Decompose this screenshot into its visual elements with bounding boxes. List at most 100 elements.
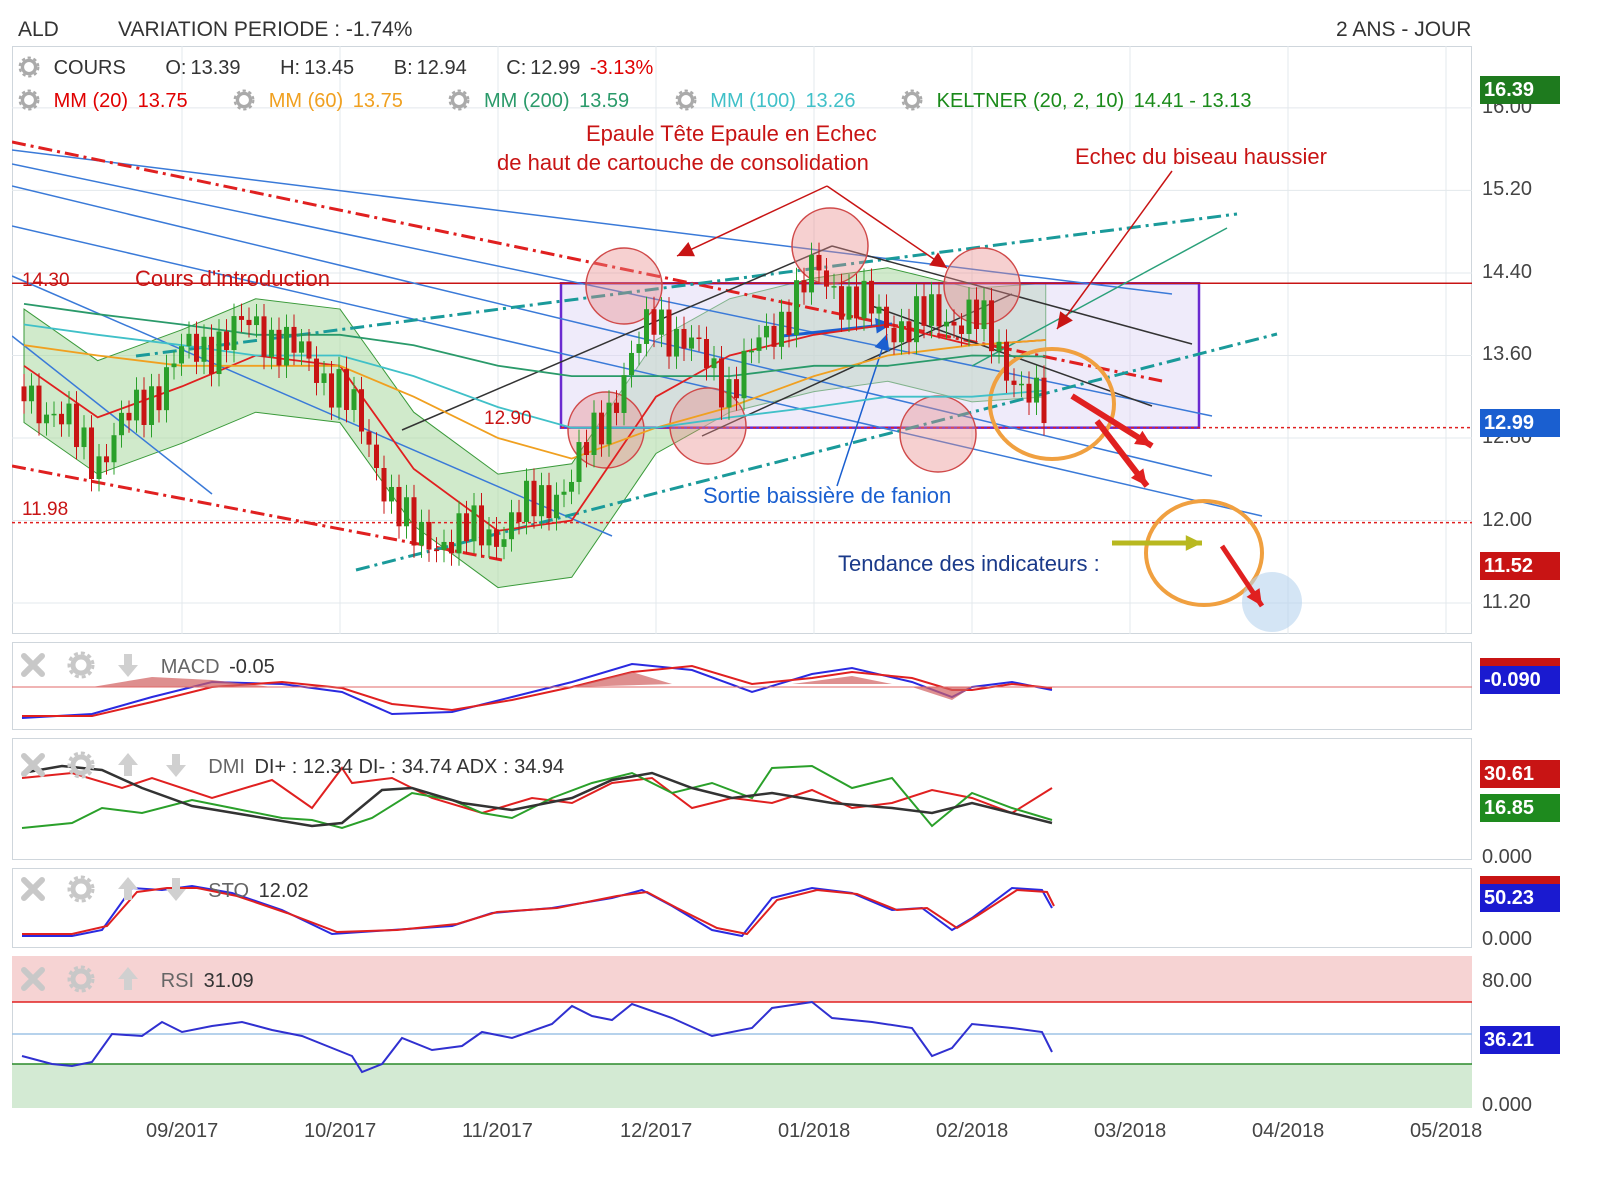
candle-body [539, 485, 544, 517]
arrow-down-icon[interactable] [113, 650, 143, 680]
candle-body [449, 541, 454, 554]
arrow-down-icon[interactable] [161, 750, 191, 780]
mm60-value: 13.75 [352, 90, 403, 112]
candle-body [869, 280, 874, 314]
candle-body [179, 346, 184, 364]
candle-body [479, 505, 484, 546]
gear-icon[interactable] [66, 874, 96, 904]
candle-body [194, 333, 199, 362]
candle-body [906, 321, 912, 343]
candle-body [141, 389, 147, 425]
candle-body [156, 386, 162, 411]
rsi-tag: 36.21 [1480, 1026, 1560, 1054]
biseau-annotation: Echec du biseau haussier [1075, 144, 1327, 169]
candle-body [621, 375, 627, 413]
candle-body [951, 321, 957, 326]
period-selector[interactable]: 2 ANS - JOUR [1336, 18, 1472, 41]
close-icon[interactable] [18, 874, 48, 904]
gear-icon[interactable] [448, 89, 470, 111]
candle-body [546, 485, 552, 519]
candle-body [434, 549, 439, 552]
close-icon[interactable] [18, 650, 48, 680]
breakdown-circle [988, 347, 1116, 461]
legend-indicators: MM (20) 13.75 MM (60) 13.75 MM (200) 13.… [18, 89, 1256, 113]
candle-body [126, 412, 132, 421]
candle-body [786, 311, 792, 336]
candle-body [606, 402, 612, 445]
dmi-tick: 0.000 [1482, 846, 1533, 868]
candle-body [216, 331, 222, 375]
candle-body [426, 521, 432, 550]
rsi-label: RSI [160, 970, 195, 992]
candle-body [719, 358, 724, 408]
trend-line [12, 149, 1173, 295]
down-arrow-head [1130, 468, 1147, 486]
close-icon[interactable] [18, 964, 48, 994]
arrow-down-icon[interactable] [161, 874, 191, 904]
candle-body [561, 491, 567, 495]
candle-body [1011, 380, 1017, 385]
candle-body [261, 316, 267, 357]
candle-body [299, 341, 304, 353]
down-arrow-head [1246, 588, 1262, 606]
time-tick-label: 12/2017 [620, 1120, 693, 1142]
arrow-up-icon[interactable] [113, 750, 143, 780]
candle-body [291, 326, 297, 353]
candle-body [816, 254, 822, 271]
price-tick-label: 12.00 [1482, 508, 1533, 531]
candle-body [419, 521, 424, 546]
macd-signal-tag [1480, 658, 1560, 666]
candle-body [501, 539, 507, 547]
candle-body [66, 403, 72, 425]
gear-icon[interactable] [66, 650, 96, 680]
cours-label: COURS [53, 57, 126, 79]
candle-body [801, 280, 807, 293]
time-tick-label: 05/2018 [1410, 1120, 1483, 1142]
candle-body [81, 427, 87, 448]
gear-icon[interactable] [233, 89, 255, 111]
candle-body [276, 329, 282, 366]
candle-body [59, 413, 64, 425]
mm200-value: 13.59 [579, 90, 630, 112]
gear-icon[interactable] [18, 56, 40, 78]
candle-body [96, 456, 102, 480]
price-tick-label: 15.20 [1482, 178, 1533, 201]
candle-body [944, 321, 949, 327]
candle-body [254, 316, 259, 326]
price-tag-low: 11.52 [1480, 552, 1560, 580]
pointer-arrow-head [874, 334, 890, 352]
candle-body [929, 294, 934, 326]
macd-label: MACD [160, 656, 220, 678]
candle-body [899, 321, 904, 343]
candle-body [749, 350, 754, 353]
candle-body [726, 379, 732, 408]
gear-icon[interactable] [66, 964, 96, 994]
candle-body [861, 280, 867, 319]
candle-body [854, 286, 859, 319]
candle-body [74, 403, 79, 448]
low-key: B: [393, 57, 413, 79]
sto-value: 12.02 [258, 880, 309, 902]
candle-body [1026, 383, 1032, 403]
gear-icon[interactable] [66, 750, 96, 780]
candle-body [44, 414, 49, 424]
candle-body [704, 339, 709, 369]
rsi-tick-80: 80.00 [1482, 970, 1533, 992]
pattern-circle [585, 247, 663, 325]
gear-icon[interactable] [18, 89, 40, 111]
arrow-up-icon[interactable] [113, 964, 143, 994]
candle-body [246, 319, 252, 326]
low-value: 12.94 [416, 57, 467, 79]
gear-icon[interactable] [675, 89, 697, 111]
mm60-label: MM (60) [268, 90, 344, 112]
gear-icon[interactable] [901, 89, 923, 111]
candle-body [531, 480, 537, 517]
level-1430-label: 14.30 [22, 270, 70, 291]
candle-body [404, 497, 409, 527]
close-icon[interactable] [18, 750, 48, 780]
arrow-up-icon[interactable] [113, 874, 143, 904]
price-tick-label: 11.20 [1482, 591, 1531, 614]
time-tick-label: 10/2017 [304, 1120, 377, 1142]
dmi-tag-plus: 16.85 [1480, 794, 1560, 822]
candle-body [989, 300, 994, 352]
